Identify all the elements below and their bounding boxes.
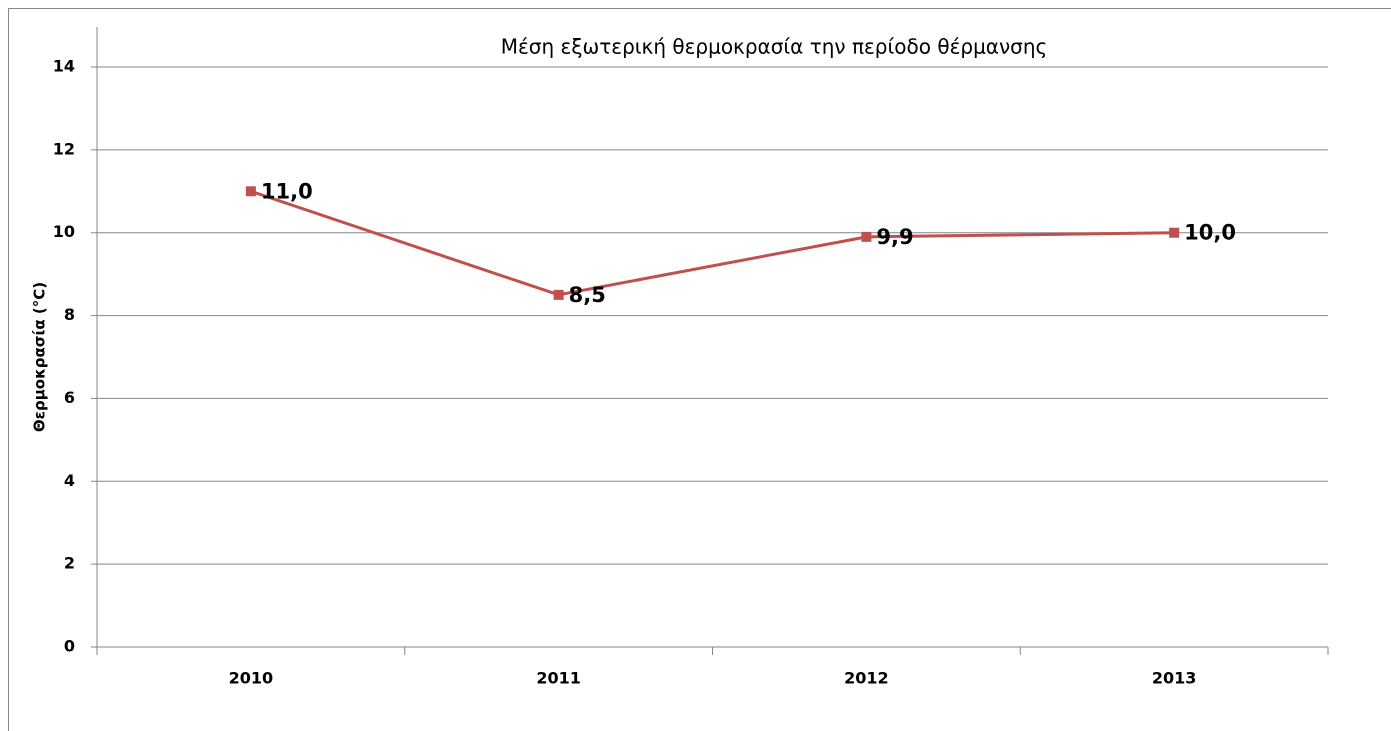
y-tick-label: 2 [64, 554, 75, 573]
data-point [245, 186, 256, 197]
y-tick-label: 8 [64, 305, 75, 324]
y-tick-label: 14 [53, 57, 75, 76]
y-tick-label: 6 [64, 388, 75, 407]
data-label: 8,5 [569, 283, 606, 307]
x-tick-label: 2012 [844, 669, 889, 688]
x-tick-label: 2011 [536, 669, 581, 688]
y-tick-label: 12 [53, 139, 75, 158]
chart-frame [8, 8, 1391, 731]
data-label: 10,0 [1184, 221, 1236, 245]
chart-title: Μέση εξωτερική θερμοκρασία την περίοδο θ… [501, 35, 1048, 59]
y-tick-label: 0 [64, 637, 75, 656]
data-point [861, 231, 872, 242]
series-line [250, 189, 1175, 297]
data-point [553, 289, 564, 300]
data-label: 9,9 [876, 225, 913, 249]
y-tick-label: 10 [53, 222, 75, 241]
y-tick-label: 4 [64, 471, 75, 490]
x-tick-label: 2013 [1152, 669, 1197, 688]
data-point [1169, 227, 1180, 238]
y-axis-label: Θερμοκρασία (°C) [31, 282, 49, 432]
data-label: 11,0 [261, 179, 313, 203]
x-tick-label: 2010 [229, 669, 274, 688]
